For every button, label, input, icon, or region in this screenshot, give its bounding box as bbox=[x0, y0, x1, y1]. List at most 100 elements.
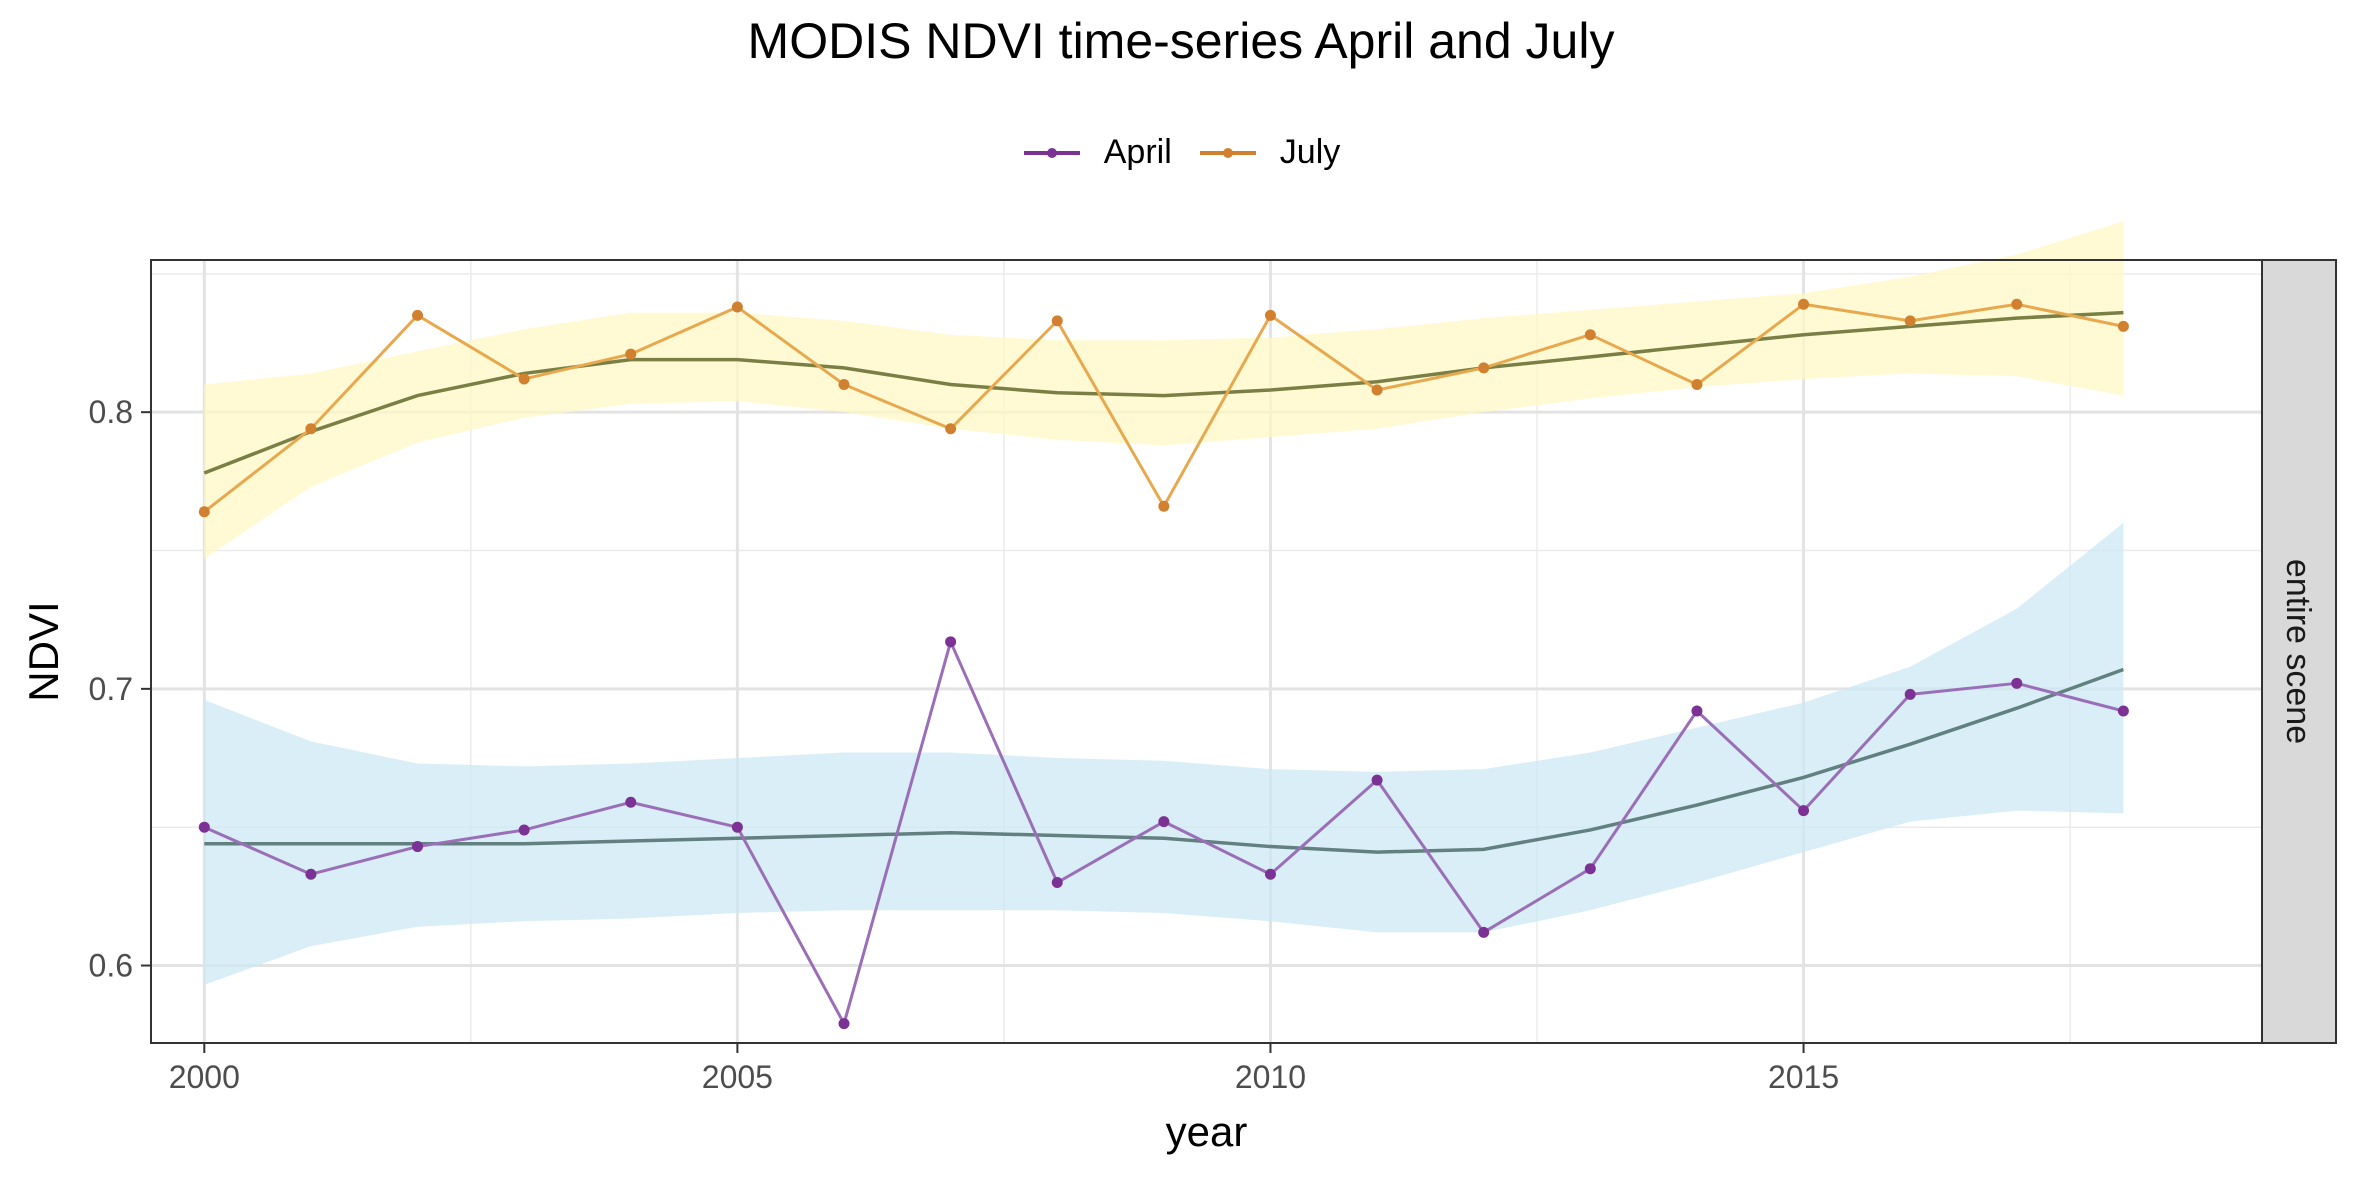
smooth-line-july bbox=[203, 310, 2124, 475]
data-point-april bbox=[518, 824, 530, 836]
x-tick-label: 2010 bbox=[1235, 1059, 1306, 1095]
data-point-april bbox=[1371, 774, 1383, 786]
series-segment-july bbox=[203, 427, 312, 513]
series-segment-july bbox=[630, 305, 738, 356]
series-segment-april bbox=[417, 828, 525, 849]
series-segment-july bbox=[736, 305, 845, 386]
legend: April July bbox=[0, 133, 2362, 172]
series-segment-july bbox=[416, 314, 525, 381]
series-segment-july bbox=[1803, 302, 1911, 323]
series-segment-july bbox=[1269, 314, 1378, 392]
data-point-july bbox=[1371, 384, 1383, 396]
legend-key-april bbox=[1023, 147, 1080, 158]
legend-dot-april bbox=[1046, 147, 1057, 158]
series-segment-july bbox=[1055, 320, 1166, 507]
data-point-april bbox=[412, 841, 424, 853]
data-point-july bbox=[838, 379, 850, 391]
y-tick-label: 0.6 bbox=[89, 948, 133, 984]
facet-strip-background bbox=[2261, 259, 2337, 1044]
y-tick-label: 0.8 bbox=[89, 394, 133, 430]
data-point-july bbox=[1691, 379, 1703, 391]
series-segment-april bbox=[1056, 820, 1165, 884]
data-point-april bbox=[198, 821, 210, 833]
x-axis-label: year bbox=[1166, 1108, 1248, 1155]
data-point-april bbox=[1264, 868, 1276, 880]
data-point-april bbox=[731, 821, 743, 833]
data-point-april bbox=[1158, 816, 1170, 828]
series-segment-april bbox=[1589, 710, 1699, 870]
series-segment-april bbox=[1482, 867, 1592, 934]
data-point-april bbox=[2117, 705, 2129, 717]
data-point-july bbox=[518, 373, 530, 385]
x-tick-label: 2015 bbox=[1768, 1059, 1839, 1095]
data-point-july bbox=[731, 301, 743, 313]
series-segment-april bbox=[2016, 681, 2124, 713]
data-point-april bbox=[2011, 677, 2023, 689]
y-tick-label: 0.7 bbox=[89, 671, 133, 707]
series-segment-april bbox=[203, 825, 312, 876]
data-point-july bbox=[305, 423, 317, 435]
data-point-april bbox=[625, 796, 637, 808]
confidence-bands bbox=[204, 221, 2124, 985]
data-point-july bbox=[2117, 320, 2129, 332]
chart-title: MODIS NDVI time-series April and July bbox=[747, 13, 1615, 69]
data-point-july bbox=[945, 423, 957, 435]
series-segment-july bbox=[1376, 366, 1485, 392]
facet-strip-label: entire scene bbox=[2279, 559, 2317, 744]
data-point-april bbox=[945, 636, 957, 648]
series-segment-april bbox=[310, 845, 418, 876]
series-segment-july bbox=[949, 319, 1059, 430]
series-segment-april bbox=[1269, 779, 1379, 876]
series-segment-july bbox=[1483, 333, 1591, 370]
data-point-july bbox=[1158, 500, 1170, 512]
x-tick-label: 2000 bbox=[169, 1059, 240, 1095]
data-point-april bbox=[838, 1018, 850, 1030]
band-april bbox=[204, 522, 2124, 985]
series-segment-april bbox=[842, 641, 953, 1025]
data-point-july bbox=[198, 506, 210, 518]
data-point-july bbox=[1264, 309, 1276, 321]
facet-strip: entire scene bbox=[2261, 259, 2337, 1044]
band-july bbox=[204, 221, 2124, 559]
legend-key-july bbox=[1199, 147, 1256, 158]
data-point-july bbox=[1051, 315, 1063, 327]
series-segment-july bbox=[2016, 302, 2124, 328]
series-segment-april bbox=[1910, 681, 2017, 696]
series-segment-april bbox=[630, 800, 738, 829]
data-point-july bbox=[1798, 298, 1810, 310]
data-point-july bbox=[1478, 362, 1490, 374]
legend-item-april[interactable]: April bbox=[1022, 133, 1172, 172]
series-segment-july bbox=[309, 314, 419, 430]
legend-item-july[interactable]: July bbox=[1198, 133, 1340, 172]
data-point-april bbox=[1584, 863, 1596, 875]
series-segment-april bbox=[1802, 693, 1912, 812]
y-axis-label: NDVI bbox=[20, 601, 67, 701]
data-point-april bbox=[1691, 705, 1703, 717]
legend-dot-july bbox=[1222, 147, 1233, 158]
data-point-april bbox=[1904, 688, 1916, 700]
smooth-line-april bbox=[204, 667, 2124, 854]
series-segment-april bbox=[736, 826, 846, 1025]
series-segment-july bbox=[1909, 302, 2018, 323]
data-points bbox=[198, 298, 2129, 1030]
data-point-july bbox=[625, 348, 637, 360]
data-point-july bbox=[2011, 298, 2023, 310]
series-segment-april bbox=[949, 641, 1059, 884]
series-segment-april bbox=[523, 800, 632, 832]
series-lines bbox=[203, 302, 2124, 1025]
series-segment-april bbox=[1163, 820, 1272, 876]
smooth-lines bbox=[203, 310, 2124, 854]
series-segment-july bbox=[843, 383, 952, 431]
data-point-july bbox=[1904, 315, 1916, 327]
x-tick-label: 2005 bbox=[702, 1059, 773, 1095]
data-point-july bbox=[1584, 329, 1596, 341]
axes: 2000 2005 2010 2015 0.6 0.7 0.8 bbox=[89, 394, 1840, 1095]
legend-label-july: July bbox=[1279, 133, 1341, 171]
series-segment-july bbox=[1696, 303, 1805, 386]
data-point-july bbox=[412, 309, 424, 321]
series-segment-july bbox=[523, 352, 632, 381]
data-point-april bbox=[305, 868, 317, 880]
data-point-april bbox=[1478, 926, 1490, 938]
series-segment-july bbox=[1589, 333, 1698, 386]
